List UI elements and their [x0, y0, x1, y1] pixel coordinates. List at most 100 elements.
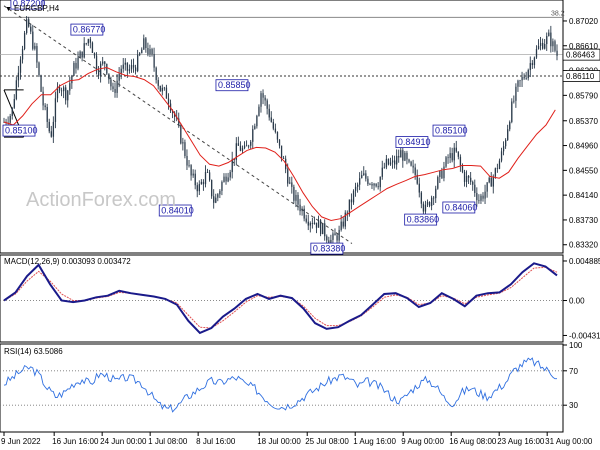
candle-body [34, 46, 36, 49]
candle-body [38, 62, 40, 76]
candle-body [416, 174, 418, 184]
candle-body [54, 98, 57, 122]
candle-body [206, 172, 209, 173]
candle-body [305, 218, 307, 222]
candle-body [145, 38, 147, 49]
candle-body [235, 143, 238, 160]
candle-body [319, 220, 322, 235]
candle-body [441, 170, 443, 179]
candle-body [245, 145, 248, 147]
candle-body [258, 106, 260, 116]
candle-body [418, 183, 420, 193]
candle-body [204, 172, 207, 185]
candle-body [398, 155, 400, 158]
candle-body [338, 229, 340, 241]
candle-body [266, 100, 268, 109]
candle-body [527, 70, 529, 79]
candle-body [130, 65, 133, 70]
rsi-title: RSI(14) 63.5086 [4, 347, 63, 356]
candle-body [383, 167, 386, 169]
candle-body [490, 177, 492, 187]
candle-body [293, 186, 295, 201]
candle-body [529, 63, 531, 71]
price-tick-label: 0.83320 [569, 241, 598, 250]
candle-body [484, 191, 486, 199]
candle-body [546, 36, 548, 45]
level-label: 0.83860 [407, 215, 440, 225]
candle-body [548, 32, 550, 37]
time-tick-label: 16 Aug 08:00 [449, 437, 497, 446]
candle-body [211, 179, 213, 197]
candle-body [268, 108, 270, 118]
candle-body [486, 182, 488, 192]
candle-body [509, 121, 511, 130]
watermark: ActionForex.com [26, 189, 176, 211]
ref-level-tag: 0.86110 [566, 72, 595, 81]
candle-body [262, 93, 264, 98]
candle-body [453, 147, 455, 161]
candle-body [354, 186, 357, 191]
candle-body [301, 208, 303, 212]
candle-body [537, 45, 540, 49]
candle-body [69, 83, 71, 91]
candle-body [208, 172, 211, 180]
candle-body [326, 236, 328, 241]
candle-body [282, 158, 285, 159]
candle-body [167, 98, 170, 104]
candle-body [67, 90, 69, 101]
candle-body [106, 63, 108, 74]
candle-body [315, 222, 318, 228]
candle-body [500, 151, 503, 161]
price-tick-label: 0.84550 [569, 166, 598, 175]
candle-body [71, 75, 73, 84]
candle-body [26, 19, 28, 33]
candle-body [344, 212, 346, 227]
candle-body [414, 167, 416, 175]
time-tick-label: 25 Jul 08:00 [305, 437, 349, 446]
candle-body [330, 239, 332, 244]
candle-body [299, 204, 301, 212]
candle-body [474, 184, 476, 193]
candle-body [112, 86, 114, 89]
candle-body [348, 199, 351, 215]
rsi-panel-frame [0, 343, 564, 433]
candle-body [402, 150, 404, 161]
level-label: 0.87200 [13, 0, 46, 9]
candle-body [44, 105, 46, 108]
candle-body [387, 158, 390, 165]
candle-body [110, 79, 112, 87]
candle-body [114, 88, 116, 93]
candle-body [143, 38, 145, 50]
candle-body [276, 132, 279, 140]
candle-body [502, 146, 505, 152]
rsi-tick-label: 30 [569, 401, 578, 410]
candle-body [243, 145, 246, 149]
candle-body [280, 145, 283, 159]
rsi-panel: 100 70 30 [0, 341, 583, 413]
candle-body [556, 50, 558, 56]
candle-body [42, 91, 44, 106]
candle-body [482, 195, 484, 199]
candle-body [91, 42, 94, 53]
price-tick-label: 0.87020 [569, 17, 598, 26]
time-tick-label: 23 Aug 16:00 [497, 437, 545, 446]
time-axis: 9 Jun 2022 16 Jun 16:00 24 Jun 00:00 1 Jul … [1, 432, 593, 446]
ref-level-tag-box [562, 70, 600, 82]
candle-body [83, 43, 85, 58]
candle-body [239, 145, 242, 151]
candle-body [157, 80, 159, 86]
price-panel: 0.870200.866100.862000.857900.853700.849… [0, 0, 600, 255]
candle-body [369, 183, 371, 185]
candle-body [535, 48, 538, 58]
candle-body [505, 139, 507, 147]
candle-body [85, 43, 87, 44]
level-label-box [395, 136, 429, 148]
candle-body [511, 101, 513, 122]
candle-body [428, 202, 431, 206]
candle-body [317, 220, 320, 228]
candle-body [11, 107, 13, 116]
candle-body [406, 152, 408, 160]
dropdown-arrow-icon[interactable]: ▼ [5, 6, 12, 13]
candle-body [459, 156, 462, 166]
level-label: 0.84010 [161, 206, 194, 216]
